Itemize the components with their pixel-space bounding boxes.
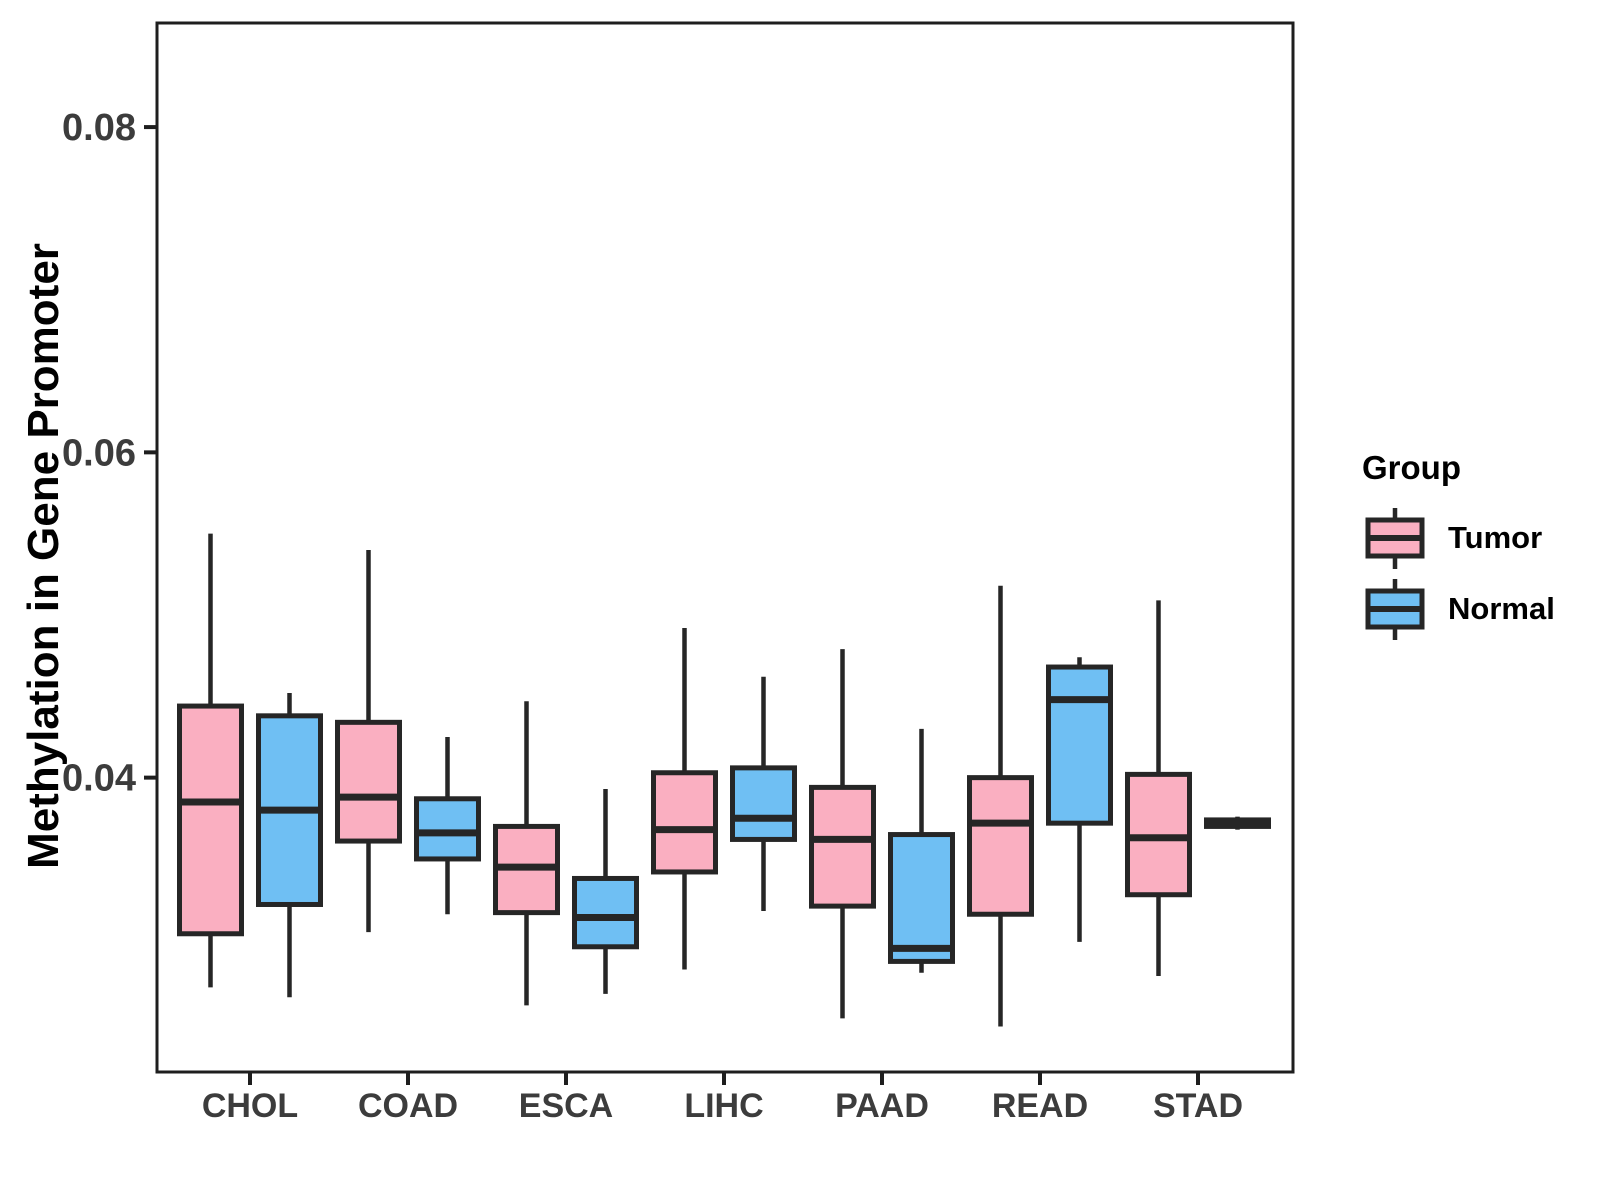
- box-Tumor-CHOL: [177, 703, 244, 937]
- y-tick-label-0.08: 0.08: [62, 107, 136, 149]
- legend-label-normal: Normal: [1448, 590, 1555, 626]
- legend-title: Group: [1362, 449, 1461, 486]
- box-Tumor-READ: [967, 775, 1034, 917]
- x-tick-label-PAAD: PAAD: [835, 1087, 929, 1125]
- box-Normal-COAD: [414, 796, 481, 862]
- legend: Group Tumor Normal: [1358, 448, 1555, 644]
- legend-key-normal-boxplot-icon: [1365, 578, 1425, 640]
- box-Tumor-PAAD: [809, 784, 876, 909]
- legend-label-tumor: Tumor: [1448, 519, 1543, 555]
- x-tick-label-STAD: STAD: [1153, 1087, 1243, 1125]
- panel-border: [155, 21, 1295, 1074]
- x-tick-label-ESCA: ESCA: [519, 1087, 613, 1125]
- legend-entries: Tumor Normal: [1358, 502, 1555, 644]
- box-Normal-ESCA: [572, 875, 639, 950]
- y-tick-label-0.06: 0.06: [62, 432, 136, 474]
- x-tick-label-CHOL: CHOL: [202, 1087, 298, 1125]
- x-tick-label-LIHC: LIHC: [684, 1087, 763, 1125]
- x-tick-label-READ: READ: [992, 1087, 1088, 1125]
- legend-key-tumor-boxplot-icon: [1365, 507, 1425, 569]
- box-Normal-READ: [1046, 664, 1113, 826]
- legend-entry-tumor: Tumor: [1358, 502, 1555, 573]
- x-tick-label-COAD: COAD: [358, 1087, 458, 1125]
- box-Tumor-LIHC: [651, 770, 718, 875]
- y-axis-title: Methylation in Gene Promoter: [19, 243, 68, 869]
- legend-entry-normal: Normal: [1358, 573, 1555, 644]
- box-Normal-LIHC: [730, 765, 797, 842]
- y-tick-label-0.04: 0.04: [62, 758, 136, 800]
- box-Normal-PAAD: [888, 832, 955, 964]
- box-Tumor-COAD: [335, 719, 402, 844]
